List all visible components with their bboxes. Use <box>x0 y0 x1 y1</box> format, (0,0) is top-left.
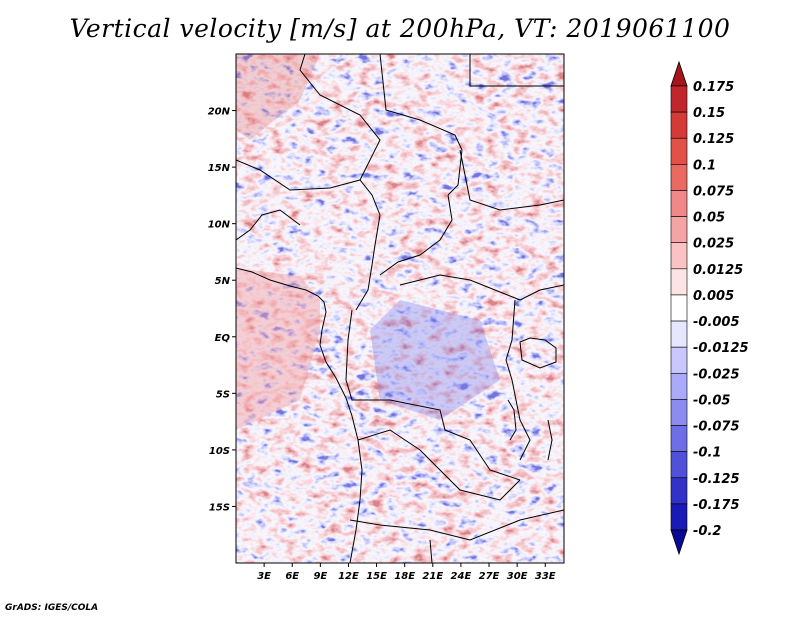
colorbar-level-label: -0.1 <box>693 446 721 461</box>
border-south-sudan <box>519 284 564 301</box>
colorbar-box <box>670 320 688 348</box>
colorbar-level-label: 0.1 <box>693 158 716 173</box>
lake-victoria <box>519 337 557 369</box>
borders-layer <box>236 54 564 563</box>
lat-tick-label: 20N <box>208 107 231 118</box>
colorbar-level-label: -0.025 <box>693 367 740 382</box>
lake-malawi <box>547 419 553 461</box>
lat-tick-label: 5S <box>216 389 230 400</box>
map-frame <box>235 53 565 564</box>
lon-tick-label: 27E <box>479 571 500 582</box>
colorbar-box <box>670 477 688 505</box>
lon-tick-label: 30E <box>507 571 528 582</box>
colorbar-level-label: 0.125 <box>693 132 734 147</box>
colorbar: 0.175 0.15 0.125 0.1 0.075 0.05 0.025 0.0125 0.0… <box>670 60 749 556</box>
lat-tick-label: 10S <box>209 446 230 457</box>
border-south <box>429 539 433 563</box>
grads-credit: GrADS: IGES/COLA <box>5 603 99 613</box>
colorbar-level-label: 0.025 <box>693 237 734 252</box>
colorbar-box <box>670 372 688 400</box>
colorbar-box <box>670 346 688 374</box>
colorbar-level-label: 0.0125 <box>693 263 743 278</box>
map-title: Vertical velocity [m/s] at 200hPa, VT: 2… <box>69 14 731 43</box>
lon-tick-label: 3E <box>257 571 271 582</box>
colorbar-box <box>670 85 688 113</box>
colorbar-box <box>670 294 688 322</box>
velocity-field <box>236 54 564 563</box>
colorbar-level-label: 0.175 <box>693 80 734 95</box>
border-drc-angola <box>389 399 521 481</box>
colorbar-level-label: -0.0125 <box>693 341 749 356</box>
lat-tick-label: 15N <box>208 163 231 174</box>
lon-tick-label: 18E <box>394 571 415 582</box>
colorbar-box <box>670 451 688 479</box>
border-great-lakes <box>505 299 531 461</box>
border-west-africa <box>236 209 301 241</box>
border-car-drc <box>399 274 521 301</box>
colorbar-level-label: -0.075 <box>693 420 740 435</box>
colorbar-level-label: 0.15 <box>693 106 725 121</box>
lon-tick-label: 33E <box>535 571 556 582</box>
border-nigeria-cameroon <box>355 214 381 311</box>
lon-tick-label: 15E <box>366 571 387 582</box>
border-algeria-niger <box>299 54 381 181</box>
border-niger-nigeria <box>236 159 381 216</box>
colorbar-box <box>670 190 688 217</box>
colorbar-level-label: 0.05 <box>693 211 725 226</box>
border-egypt-sudan <box>469 54 564 87</box>
lake-tanganyika <box>507 399 517 441</box>
colorbar-level-label: -0.2 <box>693 524 721 539</box>
sahara-region <box>236 54 320 140</box>
colorbar-top-arrow <box>670 60 688 87</box>
lat-tick-label: 5N <box>215 276 231 287</box>
lat-tick-label: EQ <box>215 333 231 344</box>
lon-tick-label: 24E <box>451 571 472 582</box>
colorbar-level-label: -0.175 <box>693 498 740 513</box>
colorbar-box <box>670 216 688 244</box>
lat-tick-label: 15S <box>209 502 230 513</box>
colorbar-bottom-arrow <box>670 529 688 556</box>
lat-tick-label: 10N <box>208 220 231 231</box>
colorbar-level-label: 0.075 <box>693 184 734 199</box>
border-sudan <box>459 149 564 211</box>
colorbar-box <box>670 164 688 191</box>
lon-tick-label: 6E <box>285 571 299 582</box>
colorbar-box <box>670 503 688 531</box>
colorbar-box <box>670 399 688 426</box>
colorbar-level-label: -0.05 <box>693 393 730 408</box>
coastline-west <box>236 267 363 563</box>
lon-tick-label: 9E <box>313 571 327 582</box>
border-angola-zambia <box>357 429 521 501</box>
border-chad-car <box>379 194 453 276</box>
congo-uplift-region <box>370 300 500 420</box>
border-gabon-congo <box>345 309 390 401</box>
colorbar-box <box>670 268 688 296</box>
colorbar-box <box>670 111 688 139</box>
colorbar-level-label: 0.005 <box>693 289 734 304</box>
border-libya-chad <box>379 54 463 196</box>
colorbar-box <box>670 242 688 270</box>
colorbar-box <box>670 425 688 452</box>
ocean-subsidence-region <box>236 268 320 430</box>
colorbar-level-label: -0.125 <box>693 472 740 487</box>
axis-layer: 20N 15N 10N 5N EQ 5S 10S 15S 3E 6E 9E 12E 15E 18E 21E 2… <box>208 107 556 582</box>
lon-tick-label: 12E <box>338 571 359 582</box>
colorbar-level-label: -0.005 <box>693 315 740 330</box>
colorbar-box <box>670 137 688 165</box>
lon-tick-label: 21E <box>422 571 443 582</box>
border-namibia-botswana <box>349 509 564 541</box>
